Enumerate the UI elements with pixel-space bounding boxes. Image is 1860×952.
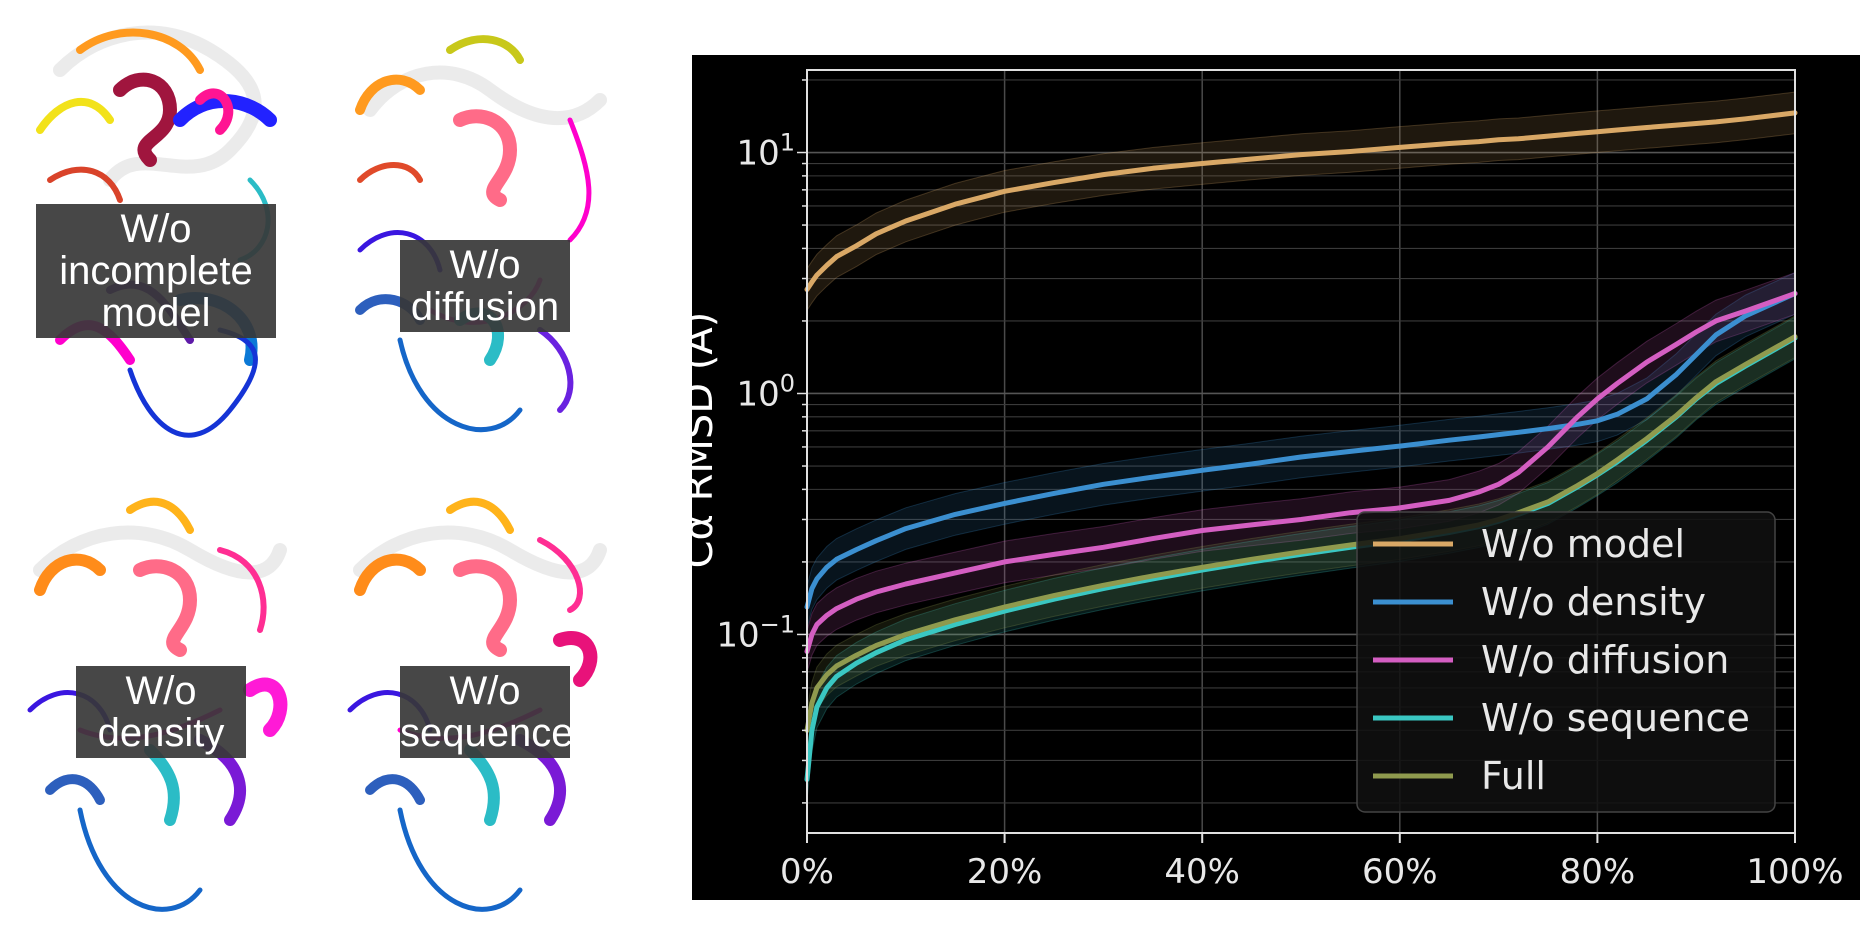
structure-label: W/o density — [76, 666, 246, 758]
structure-label: W/o diffusion — [400, 240, 570, 332]
legend-label: W/o diffusion — [1481, 638, 1729, 682]
label-line: sequence — [400, 711, 574, 755]
structure-label: W/o incomplete model — [36, 204, 276, 338]
x-tick-label: 20% — [967, 852, 1043, 892]
x-tick-label: 60% — [1362, 852, 1438, 892]
structure-panel-incomplete-model: W/o incomplete model — [20, 10, 295, 470]
series-line — [804, 291, 1798, 654]
y-tick-label: 101 — [736, 129, 795, 174]
label-line: W/o — [120, 207, 192, 251]
legend-label: W/o model — [1481, 522, 1685, 566]
legend-label: Full — [1481, 754, 1546, 798]
structure-panel-sequence: W/o sequence — [340, 490, 630, 950]
legend-label: W/o sequence — [1481, 696, 1750, 740]
series-line — [804, 334, 1798, 733]
structure-panel-density: W/o density — [20, 490, 310, 950]
protein-ribbon-image — [27, 497, 288, 912]
y-axis-label: Cα RMSD (Å) — [674, 312, 722, 569]
y-tick-label: 100 — [736, 369, 795, 414]
y-tick-label: 10−1 — [716, 610, 795, 655]
label-line: W/o — [449, 669, 521, 713]
legend-box — [1356, 511, 1776, 813]
label-line: W/o — [449, 243, 521, 287]
label-line: W/o — [125, 669, 197, 713]
series-line — [804, 110, 1798, 292]
x-tick-label: 100% — [1746, 852, 1843, 892]
x-tick-label: 80% — [1560, 852, 1636, 892]
series-line — [804, 291, 1798, 610]
label-line: incomplete — [59, 249, 253, 293]
x-tick-label: 40% — [1164, 852, 1240, 892]
uncertainty-bands — [806, 91, 1796, 801]
series-lines — [804, 110, 1798, 782]
label-line: density — [97, 711, 225, 755]
label-line: diffusion — [410, 285, 560, 329]
structure-panel-diffusion: W/o diffusion — [340, 10, 630, 470]
axis-ticks: 0% 20% 40% 60% 80% 100% 101 100 10−1 — [716, 79, 1844, 892]
label-line: model — [101, 291, 211, 335]
structure-label: W/o sequence — [400, 666, 574, 758]
x-tick-label: 0% — [780, 852, 834, 892]
legend-label: W/o density — [1481, 580, 1706, 624]
plot-frame — [806, 69, 1796, 834]
legend: W/o model W/o density W/o diffusion W/o seq… — [1356, 511, 1776, 813]
